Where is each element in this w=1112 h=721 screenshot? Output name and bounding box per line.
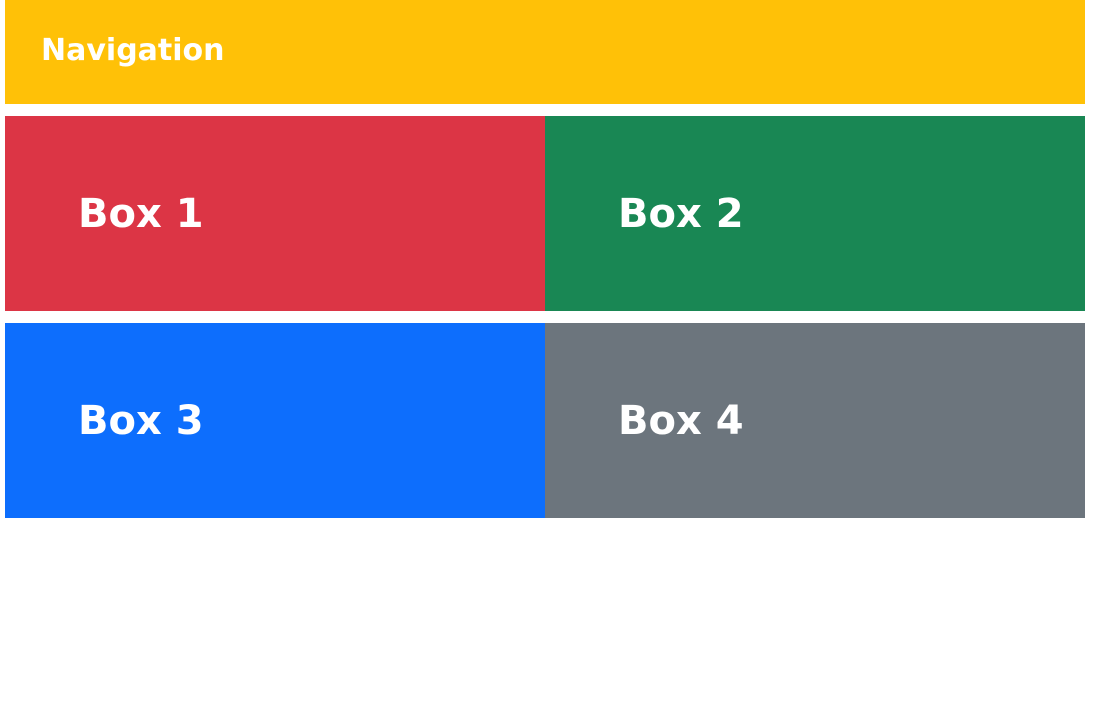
box-4: Box 4 <box>545 323 1085 518</box>
navigation-title: Navigation <box>41 32 225 68</box>
box-3-label: Box 3 <box>78 397 204 444</box>
box-2-label: Box 2 <box>618 190 744 237</box>
box-4-label: Box 4 <box>618 397 744 444</box>
box-3: Box 3 <box>5 323 545 518</box>
box-row-1: Box 1 Box 2 <box>5 116 1085 311</box>
box-2: Box 2 <box>545 116 1085 311</box>
box-1-label: Box 1 <box>78 190 204 237</box>
box-1: Box 1 <box>5 116 545 311</box>
box-row-2: Box 3 Box 4 <box>5 323 1085 518</box>
navigation-bar: Navigation <box>5 0 1085 104</box>
